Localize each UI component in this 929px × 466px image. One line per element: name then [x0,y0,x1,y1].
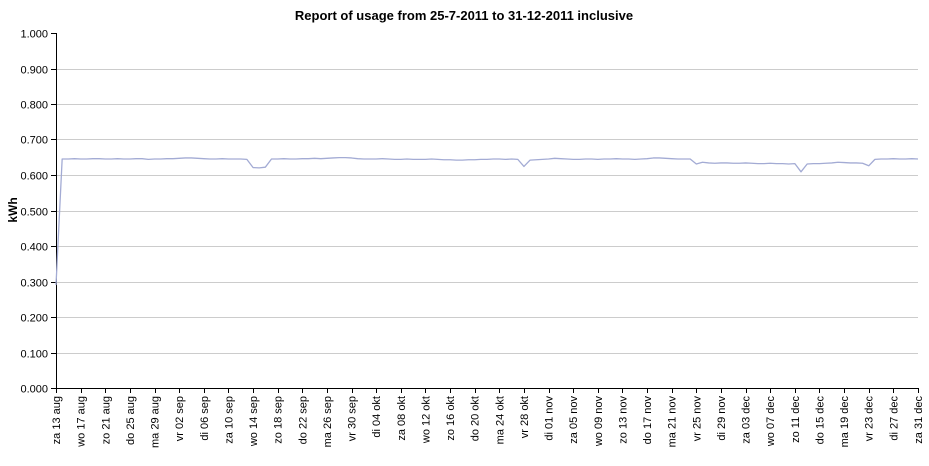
gridlines-layer [57,69,918,354]
x-tick-label: ma 21 nov [667,396,679,448]
y-tick-label: 0.600 [20,171,48,183]
x-tick-label: vr 30 sep [347,396,359,441]
y-tick-label: 0.500 [20,207,48,219]
x-tick-label: di 04 okt [371,396,383,438]
axes-layer: 0.000 0.100 0.200 0.300 0.400 0.500 0.600 0.700… [20,29,925,448]
x-tick-label: za 08 okt [396,396,408,441]
y-tick-label: 0.900 [20,65,48,77]
x-tick-label: zo 18 sep [273,396,285,444]
y-tick-label: 0.100 [20,349,48,361]
y-tick-label: 0.200 [20,313,48,325]
x-tick-label: zo 13 nov [617,396,629,444]
x-tick-label: za 10 sep [223,396,235,444]
x-tick-label: zo 16 okt [445,396,457,441]
y-tick-label: 1.000 [20,29,48,41]
x-tick-label: wo 17 aug [76,396,88,448]
x-tick-label: vr 02 sep [174,396,186,441]
y-tick-label: 0.300 [20,278,48,290]
usage-data-line [55,156,919,286]
y-tick-label: 0.400 [20,242,48,254]
x-tick-label: di 29 nov [716,396,728,441]
x-tick-label: do 25 aug [125,396,137,445]
series-layer [55,156,919,286]
x-tick-label: di 27 dec [888,396,900,441]
x-tick-label: wo 12 okt [420,396,432,444]
y-tick-label: 0.000 [20,384,48,396]
chart-title: Report of usage from 25-7-2011 to 31-12-… [295,8,633,23]
x-tick-label: do 20 okt [470,396,482,441]
x-tick-label: wo 07 dec [765,396,777,448]
x-tick-label: za 05 nov [568,396,580,444]
x-tick-label: do 22 sep [297,396,309,444]
x-tick-label: vr 28 okt [519,396,531,438]
x-tick-label: di 06 sep [199,396,211,441]
x-tick-label: do 15 dec [814,396,826,445]
x-tick-label: za 31 dec [913,396,925,444]
x-tick-label: za 13 aug [51,396,63,444]
x-tick-label: za 03 dec [741,396,753,444]
y-tick-label: 0.700 [20,135,48,147]
x-tick-label: ma 24 okt [494,396,506,444]
x-tick-label: do 17 nov [642,396,654,445]
x-tick-label: wo 09 nov [593,396,605,448]
x-tick-label: ma 26 sep [322,396,334,447]
x-tick-label: di 01 nov [544,396,556,441]
x-tick-label: vr 25 nov [691,396,703,442]
x-tick-label: zo 21 aug [100,396,112,444]
y-tick-label: 0.800 [20,100,48,112]
y-axis-title: kWh [6,197,20,222]
x-tick-label: vr 23 dec [864,396,876,442]
x-tick-label: ma 19 dec [839,396,851,448]
x-tick-label: zo 11 dec [790,396,802,443]
x-tick-label: wo 14 sep [248,396,260,447]
x-tick-label: ma 29 aug [150,396,162,448]
